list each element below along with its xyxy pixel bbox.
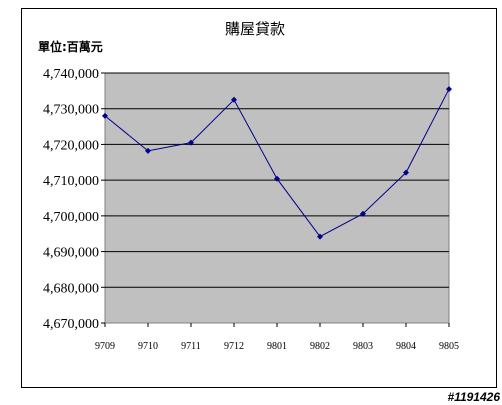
- y-tick-label: 4,720,000: [43, 138, 99, 153]
- y-tick-label: 4,670,000: [43, 317, 99, 332]
- data-point: [360, 210, 366, 217]
- series-line: [102, 86, 452, 240]
- data-point: [231, 96, 237, 103]
- data-point: [446, 86, 452, 93]
- x-tick-label: 9801: [267, 341, 287, 352]
- line-chart: 購屋貸款 單位:百萬元 4,670,0004,680,0004,690,0004…: [38, 20, 459, 352]
- y-tick-label: 4,680,000: [43, 281, 99, 296]
- chart-title: 購屋貸款: [225, 20, 285, 38]
- y-axis: 4,670,000 4,680,000 4,690,000 4,700,000 4,71…: [43, 67, 105, 332]
- chart-frame: 購屋貸款 單位:百萬元 4,670,000 4,680,000 4,690,000 4…: [21, 8, 497, 388]
- x-tick-label: 9710: [138, 341, 158, 352]
- plot-area: [104, 72, 450, 324]
- x-tick-label: 9803: [353, 341, 373, 352]
- unit-label: 單位:百萬元: [38, 39, 103, 54]
- data-point: [145, 147, 151, 154]
- x-tick-label: 9805: [439, 341, 459, 352]
- x-tick-label: 9804: [396, 341, 416, 352]
- data-point: [274, 175, 280, 182]
- y-tick-label: 4,700,000: [43, 210, 99, 225]
- data-point: [317, 233, 323, 240]
- x-tick-label: 9712: [224, 341, 244, 352]
- gridlines: [105, 72, 449, 288]
- y-tick-label: 4,710,000: [43, 174, 99, 189]
- y-tick-label: 4,740,000: [43, 67, 99, 82]
- watermark-text: #1191426: [447, 390, 501, 404]
- data-point: [403, 169, 409, 176]
- y-tick-label: 4,690,000: [43, 246, 99, 261]
- data-point: [188, 139, 194, 146]
- data-point: [102, 112, 108, 119]
- x-tick-label: 9711: [181, 341, 201, 352]
- x-tick-label: 9709: [95, 341, 115, 352]
- y-tick-label: 4,730,000: [43, 103, 99, 118]
- x-axis: 9709 9710 9711 9712 9801 9802 9803 9804 9805: [95, 323, 459, 352]
- x-tick-label: 9802: [310, 341, 330, 352]
